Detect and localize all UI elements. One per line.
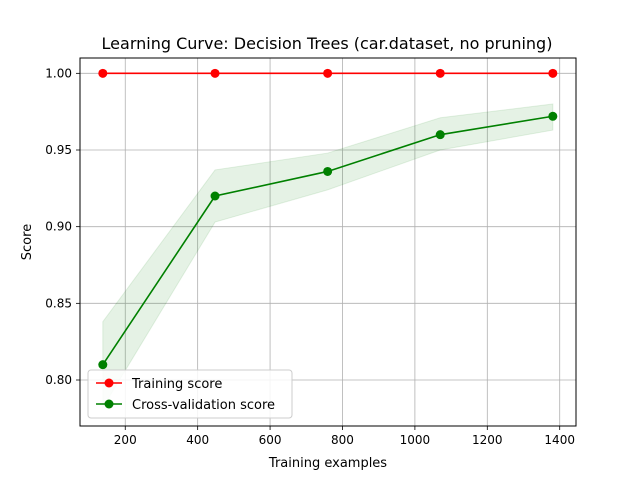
series-lines — [98, 68, 558, 370]
x-tick-label: 1400 — [544, 433, 575, 447]
legend-box — [87, 369, 293, 419]
y-tick-label: 0.85 — [45, 296, 72, 310]
data-point — [98, 360, 108, 370]
x-tick-label: 200 — [114, 433, 137, 447]
data-point — [210, 68, 220, 78]
legend-swatch-marker — [104, 399, 114, 409]
data-point — [210, 191, 220, 201]
plot-frame — [79, 57, 577, 427]
y-tick-label: 0.90 — [45, 220, 72, 234]
data-point — [435, 68, 445, 78]
x-tick-label: 1000 — [400, 433, 431, 447]
legend-label: Cross-validation score — [132, 398, 275, 413]
x-tick-label: 800 — [331, 433, 354, 447]
y-tick-label: 1.00 — [45, 66, 72, 80]
y-axis-label: Score — [20, 224, 35, 260]
legend: Training score Cross-validation score — [87, 369, 293, 419]
confidence-band-1 — [102, 103, 554, 410]
x-tick-label: 600 — [259, 433, 282, 447]
chart-title: Learning Curve: Decision Trees (car.data… — [102, 34, 553, 53]
y-tick-label: 0.95 — [45, 143, 72, 157]
axis-ticks: 200 400 600 800 1000 1200 1400 0.80 0.85 0.90 0.95… — [45, 66, 575, 447]
data-point — [548, 111, 558, 121]
x-tick-label: 1200 — [472, 433, 503, 447]
data-point — [323, 166, 333, 176]
data-point — [435, 130, 445, 140]
x-axis-label: Training examples — [268, 456, 387, 471]
y-tick-label: 0.80 — [45, 373, 72, 387]
data-point — [548, 68, 558, 78]
legend-swatch-marker — [104, 378, 114, 388]
x-tick-label: 400 — [186, 433, 209, 447]
data-point — [323, 68, 333, 78]
data-point — [98, 68, 108, 78]
legend-label: Training score — [131, 377, 222, 392]
